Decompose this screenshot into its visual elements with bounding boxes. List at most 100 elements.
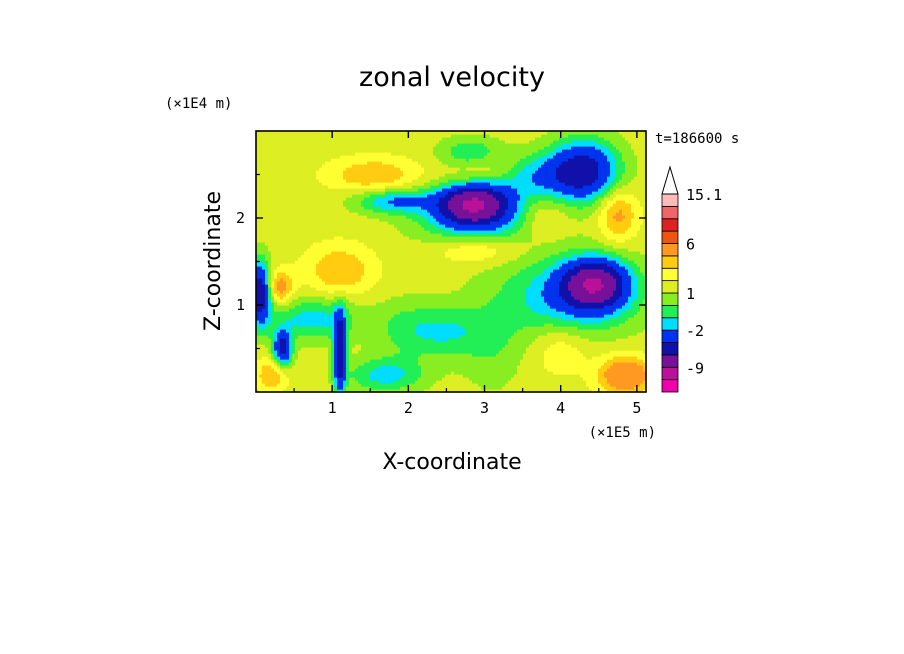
- field-cell: [475, 377, 479, 381]
- field-cell: [292, 374, 296, 378]
- field-cell: [316, 356, 320, 360]
- field-cell: [451, 317, 455, 321]
- field-cell: [442, 344, 446, 348]
- field-cell: [511, 386, 515, 390]
- field-cell: [277, 362, 281, 366]
- field-cell: [280, 278, 284, 282]
- field-cell: [355, 347, 359, 351]
- field-cell: [358, 356, 362, 360]
- field-cell: [427, 290, 431, 294]
- field-cell: [409, 275, 413, 279]
- field-cell: [268, 341, 272, 345]
- field-cell: [274, 371, 278, 375]
- field-cell: [613, 341, 617, 345]
- field-cell: [577, 383, 581, 387]
- field-cell: [505, 308, 509, 312]
- field-cell: [352, 356, 356, 360]
- field-cell: [319, 383, 323, 387]
- field-cell: [601, 389, 605, 392]
- field-cell: [523, 296, 527, 300]
- field-cell: [415, 278, 419, 282]
- field-cell: [352, 338, 356, 342]
- field-cell: [571, 296, 575, 300]
- field-cell: [355, 374, 359, 378]
- field-cell: [445, 335, 449, 339]
- field-cell: [310, 359, 314, 363]
- field-cell: [358, 284, 362, 288]
- field-cell: [484, 350, 488, 354]
- field-cell: [439, 344, 443, 348]
- field-cell: [340, 287, 344, 291]
- field-cell: [586, 326, 590, 330]
- field-cell: [490, 335, 494, 339]
- field-cell: [436, 386, 440, 390]
- field-cell: [310, 383, 314, 387]
- field-cell: [304, 284, 308, 288]
- field-cell: [538, 323, 542, 327]
- field-cell: [643, 287, 646, 291]
- field-cell: [622, 290, 626, 294]
- field-cell: [325, 335, 329, 339]
- field-cell: [412, 323, 416, 327]
- field-cell: [472, 347, 476, 351]
- field-cell: [289, 302, 293, 306]
- field-cell: [571, 377, 575, 381]
- field-cell: [631, 383, 635, 387]
- field-cell: [307, 359, 311, 363]
- field-cell: [625, 308, 629, 312]
- field-cell: [349, 344, 353, 348]
- field-cell: [334, 338, 338, 342]
- field-cell: [409, 359, 413, 363]
- field-cell: [532, 359, 536, 363]
- field-cell: [424, 281, 428, 285]
- field-cell: [358, 341, 362, 345]
- field-cell: [490, 386, 494, 390]
- field-cell: [406, 374, 410, 378]
- field-cell: [574, 338, 578, 342]
- field-cell: [304, 329, 308, 333]
- field-cell: [436, 314, 440, 318]
- field-cell: [256, 278, 260, 282]
- field-cell: [613, 353, 617, 357]
- field-cell: [313, 299, 317, 303]
- field-cell: [643, 320, 646, 324]
- field-cell: [466, 278, 470, 282]
- field-cell: [286, 305, 290, 309]
- field-cell: [520, 308, 524, 312]
- field-cell: [256, 320, 260, 324]
- field-cell: [274, 314, 278, 318]
- field-cell: [274, 320, 278, 324]
- field-cell: [535, 374, 539, 378]
- field-cell: [286, 275, 290, 279]
- field-cell: [511, 374, 515, 378]
- field-cell: [424, 311, 428, 315]
- field-cell: [349, 341, 353, 345]
- field-cell: [256, 350, 260, 354]
- field-cell: [565, 374, 569, 378]
- field-cell: [301, 299, 305, 303]
- field-cell: [430, 296, 434, 300]
- field-cell: [424, 278, 428, 282]
- field-cell: [457, 284, 461, 288]
- field-cell: [391, 293, 395, 297]
- field-cell: [412, 278, 416, 282]
- field-cell: [391, 296, 395, 300]
- field-cell: [640, 320, 644, 324]
- field-cell: [343, 374, 347, 378]
- field-cell: [301, 287, 305, 291]
- field-cell: [538, 362, 542, 366]
- field-cell: [394, 362, 398, 366]
- field-cell: [310, 311, 314, 315]
- field-cell: [406, 317, 410, 321]
- field-cell: [259, 344, 263, 348]
- field-cell: [622, 359, 626, 363]
- field-cell: [280, 380, 284, 384]
- field-cell: [268, 329, 272, 333]
- field-cell: [325, 299, 329, 303]
- field-cell: [259, 308, 263, 312]
- field-cell: [604, 296, 608, 300]
- field-cell: [463, 365, 467, 369]
- field-cell: [634, 371, 638, 375]
- field-cell: [622, 305, 626, 309]
- field-cell: [397, 296, 401, 300]
